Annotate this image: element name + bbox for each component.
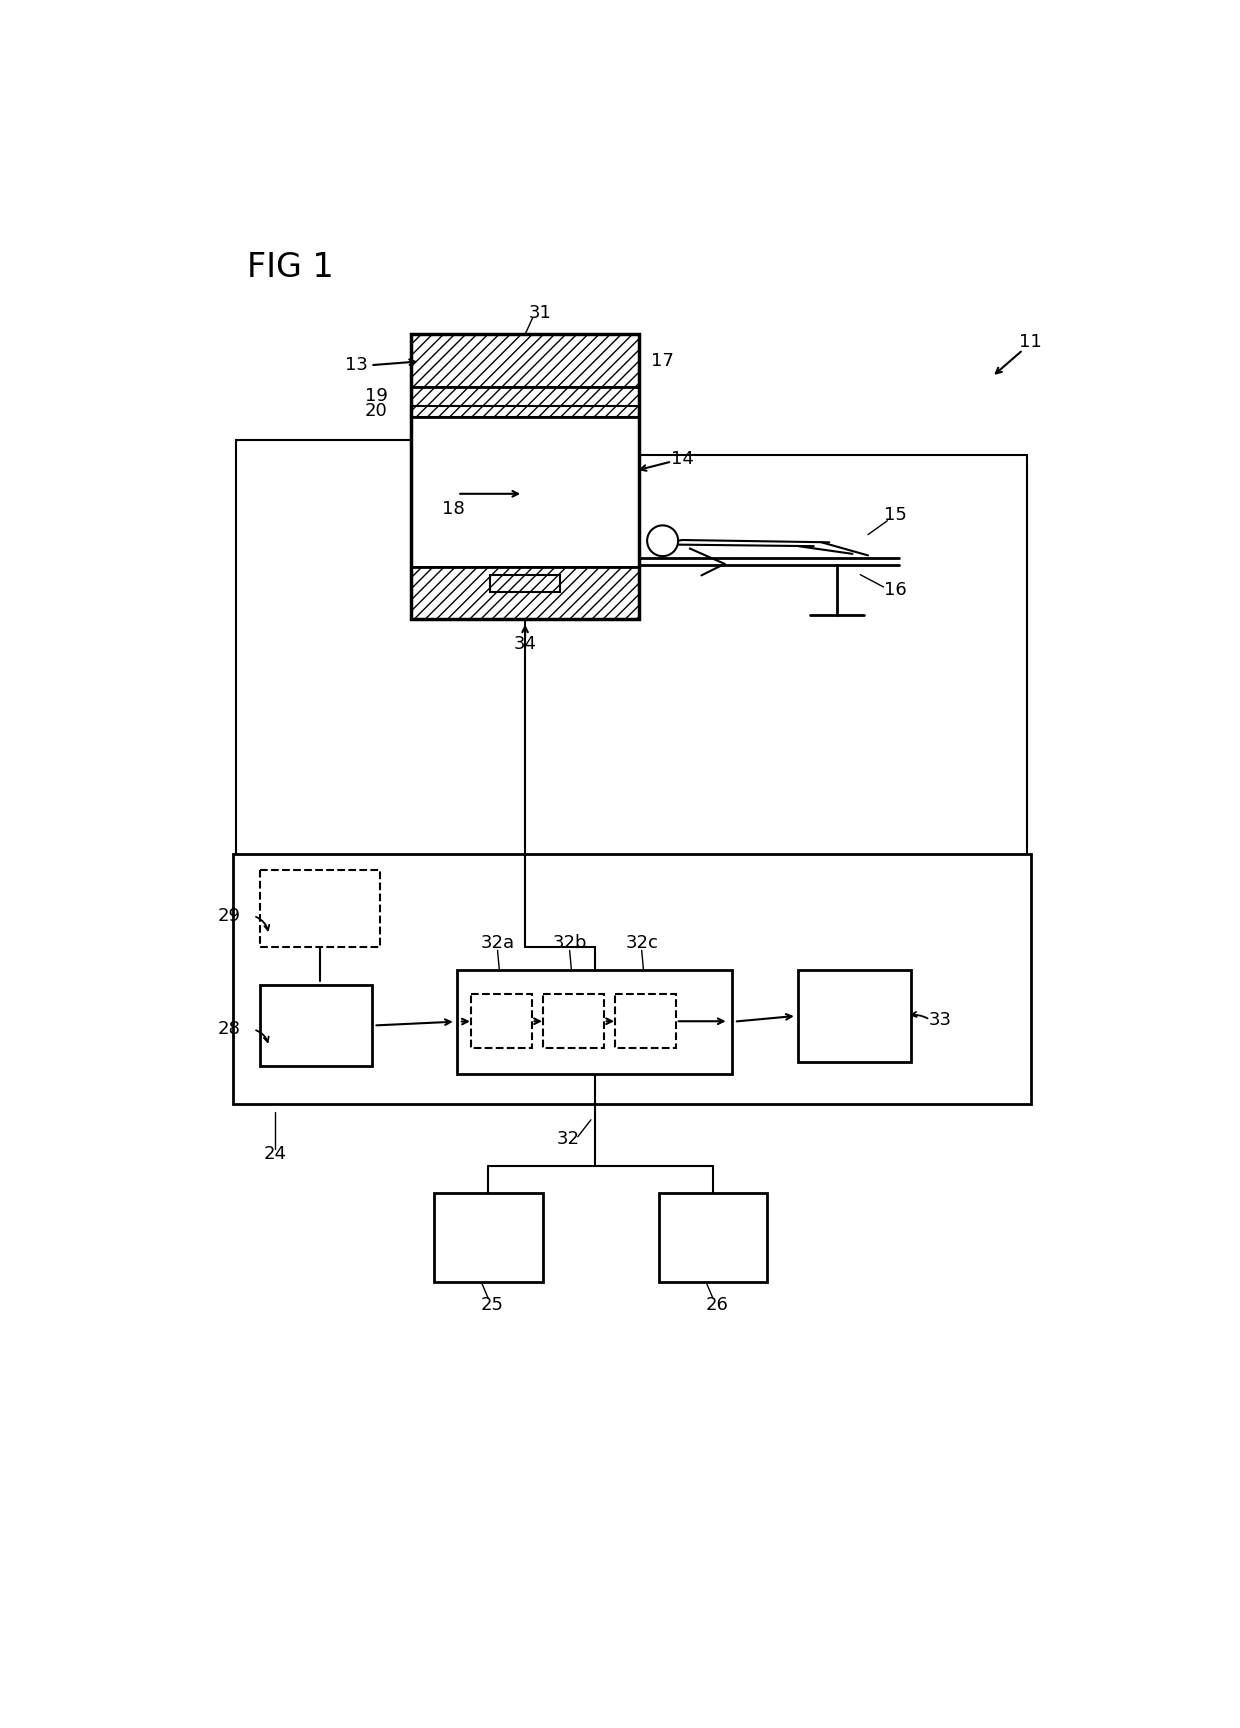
Text: 16: 16 [884, 581, 906, 600]
Text: 24: 24 [264, 1146, 286, 1163]
Text: 14: 14 [671, 451, 693, 468]
Text: 26: 26 [706, 1296, 728, 1313]
Text: 15: 15 [884, 506, 906, 524]
Bar [410, 416, 640, 567]
Text: 19: 19 [365, 387, 387, 406]
Text: 13: 13 [345, 356, 368, 375]
Bar [471, 994, 532, 1049]
Bar [458, 969, 733, 1073]
Text: 32b: 32b [552, 933, 587, 952]
Text: 11: 11 [1019, 334, 1042, 351]
Text: 17: 17 [651, 353, 675, 370]
Text: 28: 28 [217, 1020, 241, 1039]
Text: 18: 18 [441, 499, 465, 518]
Bar [259, 985, 372, 1066]
Bar [434, 1192, 543, 1282]
Text: 20: 20 [365, 403, 387, 420]
Bar [410, 567, 640, 619]
Bar [410, 406, 640, 416]
Text: 34: 34 [513, 634, 537, 653]
Bar [658, 1192, 768, 1282]
Bar [543, 994, 604, 1049]
Bar [410, 335, 640, 619]
Text: FIG 1: FIG 1 [247, 251, 334, 283]
Text: 31: 31 [529, 304, 552, 321]
Bar [799, 969, 910, 1063]
Text: 32c: 32c [625, 933, 658, 952]
Text: 32a: 32a [480, 933, 515, 952]
Text: 33: 33 [929, 1011, 951, 1028]
Bar [615, 994, 676, 1049]
Bar [233, 854, 1030, 1104]
Bar [410, 387, 640, 406]
Text: 32: 32 [557, 1130, 579, 1147]
Bar [490, 575, 560, 591]
Text: 29: 29 [217, 907, 241, 924]
Bar [259, 869, 379, 947]
Bar [410, 335, 640, 387]
Text: 25: 25 [481, 1296, 503, 1313]
